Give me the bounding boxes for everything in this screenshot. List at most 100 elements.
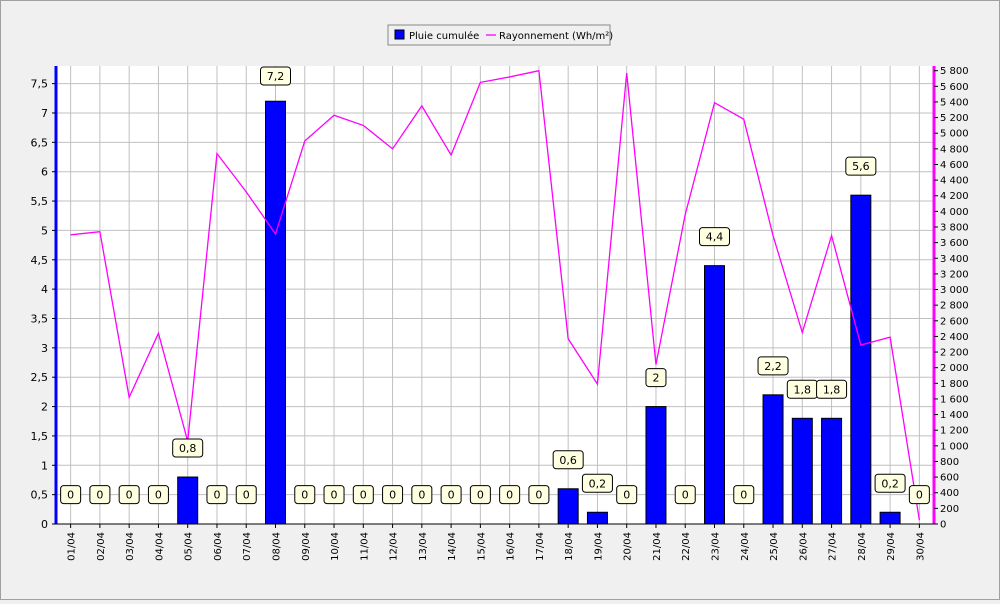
- legend-line-label: Rayonnement (Wh/m²): [499, 31, 613, 42]
- data-label-text: 0,6: [559, 454, 577, 467]
- data-label-text: 1,8: [823, 383, 841, 396]
- data-label-box: [816, 379, 848, 399]
- data-label-text: 1,8: [794, 383, 812, 396]
- right-axis-tick-label: 2 200: [940, 348, 969, 359]
- data-label-box: [645, 368, 667, 388]
- left-axis-tick-label: 7,5: [31, 78, 49, 91]
- data-label-box: [757, 356, 789, 376]
- data-label-text: 2: [652, 372, 659, 385]
- right-axis-tick-label: 1 400: [940, 410, 969, 421]
- right-axis-tick-label: 3 000: [940, 285, 969, 296]
- x-axis-tick-label: 20/04: [623, 532, 634, 561]
- data-label-text: 0: [682, 489, 689, 502]
- data-label-box: [89, 485, 111, 505]
- data-label-text: 0: [155, 489, 162, 502]
- x-axis-tick-label: 15/04: [476, 532, 487, 561]
- x-axis-tick-label: 10/04: [330, 532, 341, 561]
- data-label-text: 0: [740, 489, 747, 502]
- left-axis-tick-label: 2,5: [31, 371, 49, 384]
- x-axis-tick-label: 19/04: [593, 532, 604, 561]
- right-axis-tick-label: 5 000: [940, 129, 969, 140]
- data-label-text: 0: [301, 489, 308, 502]
- data-label-box: [118, 485, 140, 505]
- data-label-box: [581, 473, 613, 493]
- data-label: 0: [382, 485, 404, 505]
- data-label: 0: [352, 485, 374, 505]
- data-label-box: [469, 485, 491, 505]
- left-axis-tick-label: 5,5: [31, 195, 49, 208]
- left-axis-tick-label: 4,5: [31, 254, 49, 267]
- right-axis-tick-label: 2 800: [940, 301, 969, 312]
- right-axis-tick-label: 5 600: [940, 82, 969, 93]
- data-label: 1,8: [816, 379, 848, 399]
- data-label-box: [260, 66, 291, 86]
- data-label-box: [172, 438, 204, 458]
- bar: [879, 511, 901, 525]
- x-axis-tick-label: 28/04: [857, 532, 868, 561]
- left-axis-tick-label: 1,5: [31, 430, 49, 443]
- right-axis-tick-label: 800: [940, 457, 959, 468]
- data-label-text: 0,2: [881, 477, 899, 490]
- x-axis-tick-label: 26/04: [798, 532, 809, 561]
- bar: [645, 406, 667, 525]
- data-label-box: [552, 450, 584, 470]
- x-axis-tick-label: 25/04: [769, 532, 780, 561]
- x-axis-tick-label: 08/04: [272, 532, 283, 561]
- right-axis-tick-label: 5 200: [940, 113, 969, 124]
- bar: [704, 265, 725, 525]
- x-axis-tick-label: 22/04: [681, 532, 692, 561]
- left-axis-tick-label: 5: [41, 224, 48, 237]
- x-axis-tick-label: 05/04: [184, 532, 195, 561]
- x-axis-tick-label: 04/04: [154, 532, 165, 561]
- right-axis-tick-label: 3 800: [940, 223, 969, 234]
- right-axis-tick-label: 4 600: [940, 160, 969, 171]
- right-axis-tick-label: 5 400: [940, 97, 969, 108]
- right-axis-tick-label: 3 400: [940, 254, 969, 265]
- data-label-box: [323, 485, 345, 505]
- right-axis-tick-label: 5 800: [940, 66, 969, 77]
- data-label-box: [235, 485, 257, 505]
- grid-lines: [56, 66, 934, 525]
- x-axis-tick-label: 24/04: [740, 532, 751, 561]
- data-label-box: [206, 485, 228, 505]
- x-axis-tick-label: 01/04: [67, 532, 78, 561]
- bar: [265, 100, 286, 525]
- right-axis-tick-label: 1 200: [940, 426, 969, 437]
- right-axis-tick-label: 1 600: [940, 394, 969, 405]
- legend-bar-swatch: [394, 29, 405, 40]
- x-axis-tick-label: 23/04: [711, 532, 722, 561]
- legend: Pluie cumulée Rayonnement (Wh/m²): [387, 24, 613, 46]
- data-label-box: [733, 485, 755, 505]
- data-labels: 0 0 0 0 0,8 0 0 7,2 0 0 0 0 0 0 0 0 0 0,6 0,2 0 2 0 4,4 0 2,2 1,8…: [60, 66, 930, 505]
- data-label-box: [411, 485, 433, 505]
- data-label: 5,6: [845, 156, 877, 176]
- data-label: 0,8: [172, 438, 204, 458]
- x-axis-tick-label: 09/04: [301, 532, 312, 561]
- data-label-box: [699, 227, 730, 247]
- left-axis-tick-label: 3: [41, 342, 48, 355]
- data-label: 0: [60, 485, 82, 505]
- data-label-text: 4,4: [706, 231, 724, 244]
- x-axis-tick-label: 03/04: [125, 532, 136, 561]
- data-label-box: [616, 485, 638, 505]
- x-axis-tick-label: 11/04: [359, 532, 370, 561]
- bar: [791, 417, 813, 525]
- data-label-text: 7,2: [267, 70, 285, 83]
- data-label-box: [294, 485, 316, 505]
- right-axis-tick-label: 4 000: [940, 207, 969, 218]
- data-label: 0: [616, 485, 638, 505]
- data-label: 0: [440, 485, 462, 505]
- legend-box: [387, 24, 611, 46]
- data-label-text: 0: [916, 489, 923, 502]
- legend-bar-label: Pluie cumulée: [409, 30, 479, 42]
- data-label: 0,6: [552, 450, 584, 470]
- data-label-text: 0: [623, 489, 630, 502]
- x-axis-tick-label: 13/04: [418, 532, 429, 561]
- data-label-box: [845, 156, 877, 176]
- data-label: 0: [469, 485, 491, 505]
- data-label-text: 0: [67, 489, 74, 502]
- data-label-text: 0: [418, 489, 425, 502]
- data-label: 2: [645, 368, 667, 388]
